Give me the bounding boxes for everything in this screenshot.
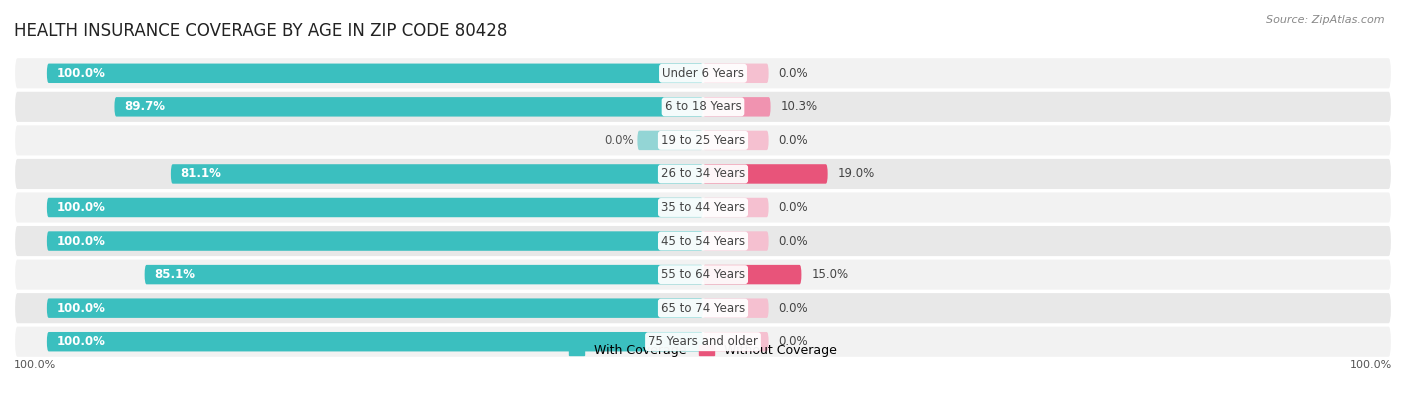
Text: 55 to 64 Years: 55 to 64 Years <box>661 268 745 281</box>
FancyBboxPatch shape <box>14 124 1392 156</box>
FancyBboxPatch shape <box>703 63 769 83</box>
Text: 0.0%: 0.0% <box>779 335 808 348</box>
FancyBboxPatch shape <box>14 158 1392 190</box>
Text: 65 to 74 Years: 65 to 74 Years <box>661 302 745 315</box>
Text: 81.1%: 81.1% <box>181 167 222 181</box>
Text: 100.0%: 100.0% <box>56 335 105 348</box>
FancyBboxPatch shape <box>703 231 769 251</box>
Text: 15.0%: 15.0% <box>811 268 848 281</box>
Text: 100.0%: 100.0% <box>56 201 105 214</box>
Text: 100.0%: 100.0% <box>56 67 105 80</box>
Text: 100.0%: 100.0% <box>14 359 56 369</box>
FancyBboxPatch shape <box>703 265 801 284</box>
Text: 26 to 34 Years: 26 to 34 Years <box>661 167 745 181</box>
Text: 89.7%: 89.7% <box>124 100 166 113</box>
Text: 19.0%: 19.0% <box>838 167 875 181</box>
FancyBboxPatch shape <box>703 131 769 150</box>
Text: 10.3%: 10.3% <box>780 100 817 113</box>
Text: 100.0%: 100.0% <box>56 302 105 315</box>
Text: Under 6 Years: Under 6 Years <box>662 67 744 80</box>
Text: 6 to 18 Years: 6 to 18 Years <box>665 100 741 113</box>
Text: 85.1%: 85.1% <box>155 268 195 281</box>
FancyBboxPatch shape <box>703 298 769 318</box>
Text: 0.0%: 0.0% <box>779 67 808 80</box>
Text: 100.0%: 100.0% <box>1350 359 1392 369</box>
FancyBboxPatch shape <box>703 332 769 352</box>
Legend: With Coverage, Without Coverage: With Coverage, Without Coverage <box>564 339 842 362</box>
Text: 0.0%: 0.0% <box>779 302 808 315</box>
FancyBboxPatch shape <box>703 164 828 184</box>
FancyBboxPatch shape <box>46 198 703 217</box>
Text: 35 to 44 Years: 35 to 44 Years <box>661 201 745 214</box>
FancyBboxPatch shape <box>14 57 1392 89</box>
FancyBboxPatch shape <box>46 231 703 251</box>
Text: 19 to 25 Years: 19 to 25 Years <box>661 134 745 147</box>
FancyBboxPatch shape <box>14 91 1392 123</box>
FancyBboxPatch shape <box>46 332 703 352</box>
FancyBboxPatch shape <box>14 191 1392 224</box>
FancyBboxPatch shape <box>172 164 703 184</box>
FancyBboxPatch shape <box>14 259 1392 291</box>
Text: Source: ZipAtlas.com: Source: ZipAtlas.com <box>1267 15 1385 24</box>
FancyBboxPatch shape <box>703 198 769 217</box>
FancyBboxPatch shape <box>114 97 703 117</box>
FancyBboxPatch shape <box>14 326 1392 358</box>
Text: 0.0%: 0.0% <box>605 134 634 147</box>
Text: 0.0%: 0.0% <box>779 134 808 147</box>
FancyBboxPatch shape <box>14 225 1392 257</box>
FancyBboxPatch shape <box>46 298 703 318</box>
Text: 45 to 54 Years: 45 to 54 Years <box>661 234 745 248</box>
Text: 0.0%: 0.0% <box>779 234 808 248</box>
Text: 75 Years and older: 75 Years and older <box>648 335 758 348</box>
FancyBboxPatch shape <box>14 292 1392 324</box>
Text: 0.0%: 0.0% <box>779 201 808 214</box>
Text: 100.0%: 100.0% <box>56 234 105 248</box>
FancyBboxPatch shape <box>637 131 703 150</box>
FancyBboxPatch shape <box>703 97 770 117</box>
FancyBboxPatch shape <box>145 265 703 284</box>
Text: HEALTH INSURANCE COVERAGE BY AGE IN ZIP CODE 80428: HEALTH INSURANCE COVERAGE BY AGE IN ZIP … <box>14 22 508 40</box>
FancyBboxPatch shape <box>46 63 703 83</box>
